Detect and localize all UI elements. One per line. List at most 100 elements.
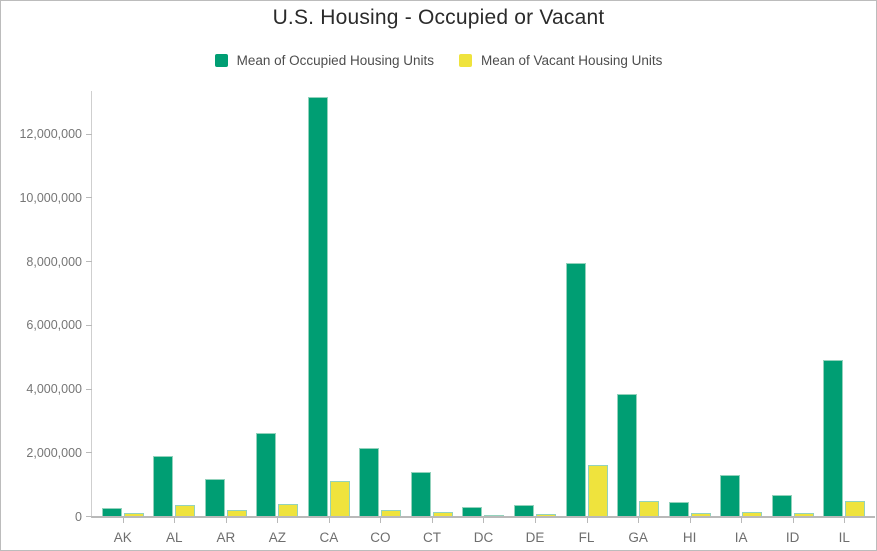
x-tick-mark bbox=[638, 518, 640, 523]
bar-az-vacant[interactable] bbox=[278, 503, 299, 516]
bar-de-vacant[interactable] bbox=[536, 513, 557, 516]
y-tick-mark bbox=[86, 324, 92, 326]
x-tick-mark bbox=[328, 518, 330, 523]
legend-item-occupied[interactable]: Mean of Occupied Housing Units bbox=[214, 53, 434, 68]
bar-ak-vacant[interactable] bbox=[123, 513, 144, 516]
x-axis-label-al: AL bbox=[166, 530, 183, 545]
x-axis-label-dc: DC bbox=[473, 530, 494, 545]
bar-ar-vacant[interactable] bbox=[226, 510, 247, 516]
legend-item-label: Mean of Occupied Housing Units bbox=[236, 53, 434, 68]
x-axis-label-az: AZ bbox=[268, 530, 286, 545]
bar-ca-occupied[interactable] bbox=[307, 97, 328, 516]
x-tick-mark bbox=[225, 518, 227, 523]
bar-ga-vacant[interactable] bbox=[639, 501, 660, 516]
bar-group-id bbox=[767, 91, 819, 523]
x-axis-label-id: ID bbox=[785, 530, 800, 545]
x-tick-mark bbox=[122, 518, 124, 523]
x-tick-mark bbox=[431, 518, 433, 523]
x-axis-label-co: CO bbox=[370, 530, 391, 545]
bar-hi-vacant[interactable] bbox=[690, 513, 711, 516]
bar-id-vacant[interactable] bbox=[793, 513, 814, 516]
y-tick-mark bbox=[86, 197, 92, 199]
x-tick-mark bbox=[535, 518, 537, 523]
y-tick-mark bbox=[86, 516, 92, 517]
bar-group-ar bbox=[200, 91, 252, 523]
x-axis-label-hi: HI bbox=[682, 530, 697, 545]
x-axis-label-ak: AK bbox=[113, 530, 132, 545]
bar-ct-occupied[interactable] bbox=[410, 472, 431, 516]
legend: Mean of Occupied Housing Units Mean of Va… bbox=[1, 53, 876, 68]
bar-de-occupied[interactable] bbox=[514, 505, 535, 516]
y-tick-label: 2,000,000 bbox=[26, 445, 82, 460]
x-axis-label-ar: AR bbox=[216, 530, 236, 545]
bar-ga-occupied[interactable] bbox=[617, 393, 638, 516]
bar-az-occupied[interactable] bbox=[256, 432, 277, 516]
x-tick-mark bbox=[380, 518, 382, 523]
bar-group-ca bbox=[303, 91, 355, 523]
bar-id-occupied[interactable] bbox=[771, 495, 792, 516]
bar-co-occupied[interactable] bbox=[359, 448, 380, 516]
legend-swatch-icon bbox=[459, 54, 472, 67]
bar-ar-occupied[interactable] bbox=[204, 479, 225, 516]
legend-swatch-icon bbox=[214, 54, 228, 67]
y-tick-label: 0 bbox=[75, 509, 82, 524]
x-tick-mark bbox=[792, 518, 794, 523]
x-axis-labels: AK AL AR AZ CA CO CT DC DE FL GA HI IA ID IL bbox=[92, 530, 875, 545]
y-tick-mark bbox=[86, 452, 92, 454]
bar-group-al bbox=[149, 91, 201, 523]
bar-ca-vacant[interactable] bbox=[329, 480, 350, 516]
bar-al-occupied[interactable] bbox=[153, 456, 174, 516]
bar-group-de bbox=[509, 91, 561, 523]
bar-group-ia bbox=[715, 91, 767, 523]
x-tick-mark bbox=[689, 518, 691, 523]
bar-group-il bbox=[818, 91, 870, 523]
x-axis-label-ia: IA bbox=[734, 530, 748, 545]
y-tick-mark bbox=[86, 261, 92, 262]
bar-dc-vacant[interactable] bbox=[484, 514, 505, 516]
x-tick-mark bbox=[174, 518, 176, 523]
x-axis-label-fl: FL bbox=[578, 530, 595, 545]
bar-group-fl bbox=[561, 91, 613, 523]
x-tick-mark bbox=[277, 518, 279, 523]
bar-al-vacant[interactable] bbox=[175, 504, 196, 516]
bar-co-vacant[interactable] bbox=[381, 509, 402, 516]
y-tick-mark bbox=[86, 388, 92, 390]
y-tick-label: 12,000,000 bbox=[19, 127, 82, 141]
bar-dc-occupied[interactable] bbox=[462, 507, 483, 516]
legend-item-vacant[interactable]: Mean of Vacant Housing Units bbox=[459, 53, 662, 68]
bar-hi-occupied[interactable] bbox=[668, 502, 689, 516]
bar-ia-vacant[interactable] bbox=[742, 512, 763, 516]
x-tick-mark bbox=[844, 518, 846, 523]
y-tick-label: 4,000,000 bbox=[26, 382, 82, 396]
bar-ct-vacant[interactable] bbox=[432, 511, 453, 516]
legend-item-label: Mean of Vacant Housing Units bbox=[481, 53, 663, 68]
x-tick-mark bbox=[586, 518, 588, 523]
bar-group-ga bbox=[612, 91, 664, 523]
y-tick-label: 6,000,000 bbox=[26, 318, 82, 333]
bar-fl-vacant[interactable] bbox=[587, 465, 608, 516]
bar-group-dc bbox=[458, 91, 510, 523]
plot-area: AK AL AR AZ CA CO CT DC DE FL GA HI IA ID IL 0 2,000,00… bbox=[19, 91, 875, 545]
bar-group-co bbox=[355, 91, 407, 523]
bar-group-hi bbox=[664, 91, 716, 523]
y-tick-mark bbox=[86, 133, 92, 135]
x-axis-label-ct: CT bbox=[422, 530, 441, 545]
bar-il-occupied[interactable] bbox=[823, 359, 844, 516]
x-axis-label-il: IL bbox=[838, 530, 850, 545]
bar-il-vacant[interactable] bbox=[845, 501, 866, 516]
x-axis-label-ca: CA bbox=[319, 530, 339, 545]
bars-container bbox=[92, 91, 875, 523]
bar-group-az bbox=[252, 91, 304, 523]
bar-ak-occupied[interactable] bbox=[101, 508, 122, 516]
bar-group-ct bbox=[406, 91, 458, 523]
x-axis-label-de: DE bbox=[525, 530, 545, 545]
bar-fl-occupied[interactable] bbox=[565, 263, 586, 516]
x-tick-mark bbox=[483, 518, 485, 523]
x-axis-label-ga: GA bbox=[628, 530, 648, 545]
chart-title: U.S. Housing - Occupied or Vacant bbox=[272, 6, 605, 29]
y-tick-label: 8,000,000 bbox=[26, 254, 82, 269]
bar-group-ak bbox=[97, 91, 149, 523]
x-tick-mark bbox=[741, 518, 743, 523]
bar-ia-occupied[interactable] bbox=[720, 475, 741, 516]
